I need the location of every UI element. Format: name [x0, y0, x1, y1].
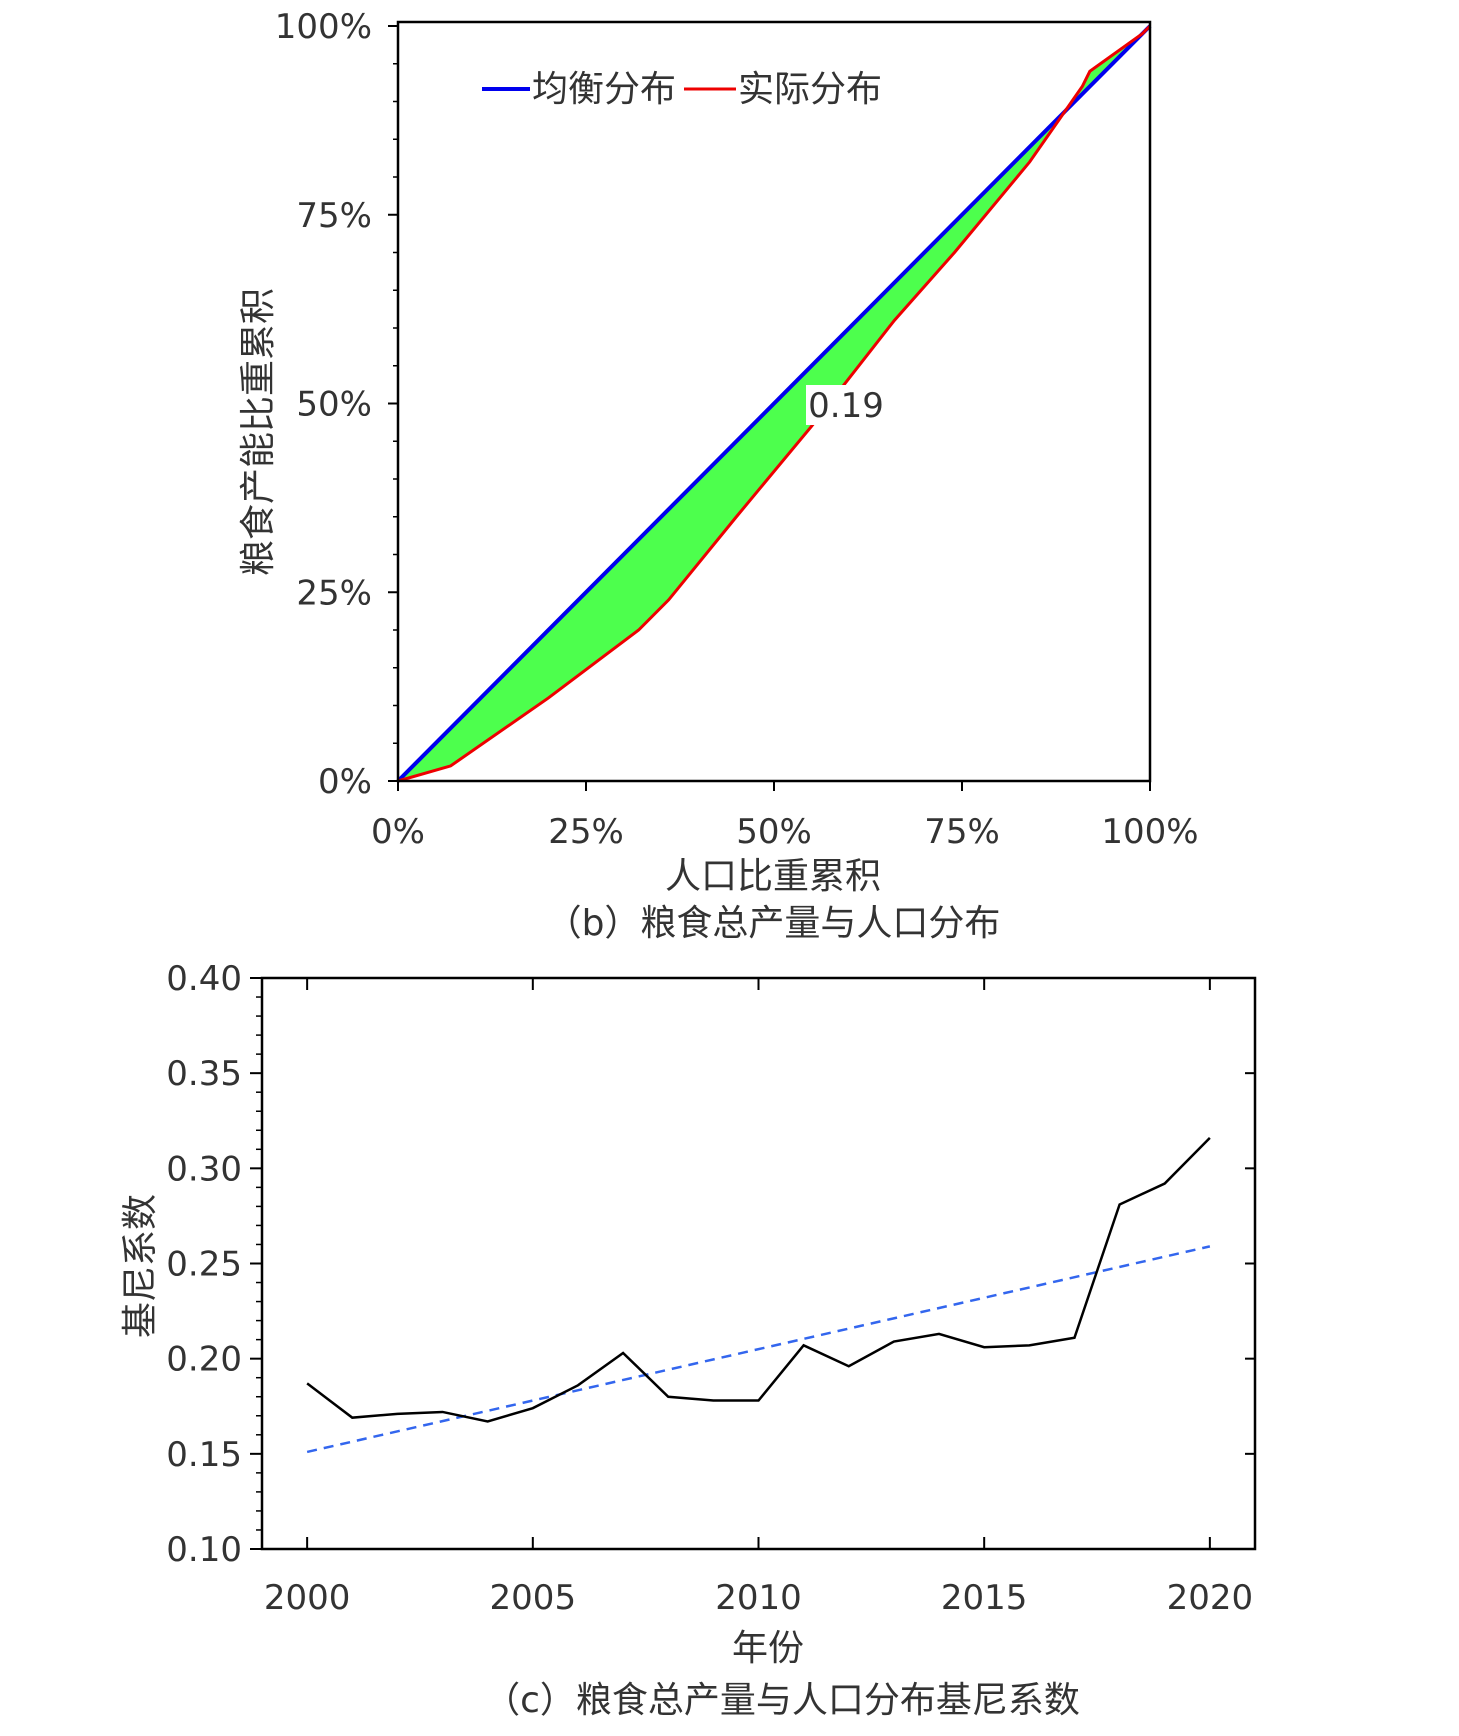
- y-tick-label-b: 75%: [296, 196, 372, 236]
- trend-line: [306, 1245, 1211, 1454]
- plot-frame-c: [260, 976, 1257, 1551]
- legend-label-actual: 实际分布: [738, 69, 882, 110]
- y-tick-label-b: 0%: [318, 762, 372, 802]
- y-axis-title-b: 粮食产能比重累积: [238, 288, 279, 576]
- x-tick-label-b: 0%: [371, 812, 425, 852]
- y-tick-label-c: 0.35: [166, 1054, 242, 1094]
- actual-distribution-line: [397, 24, 1152, 783]
- x-tick-label-c: 2010: [715, 1578, 802, 1618]
- x-axis-title-c: 年份: [732, 1628, 804, 1669]
- y-tick-label-b: 25%: [296, 573, 372, 613]
- gini-annotation: 0.19: [808, 386, 884, 426]
- annotation-bg: [806, 385, 886, 425]
- x-tick-label-b: 50%: [736, 812, 812, 852]
- y-axis-title-c: 基尼系数: [120, 1194, 161, 1338]
- x-tick-label-b: 100%: [1101, 812, 1198, 852]
- y-tick-label-c: 0.15: [166, 1435, 242, 1475]
- gini-series-line: [306, 1137, 1211, 1423]
- x-tick-label-c: 2015: [941, 1578, 1028, 1618]
- equal-distribution-line: [396, 24, 1152, 783]
- y-tick-label-c: 0.30: [166, 1149, 242, 1189]
- x-axis-title-b: 人口比重累积: [665, 856, 881, 897]
- x-tick-label-c: 2020: [1167, 1578, 1254, 1618]
- y-tick-label-c: 0.10: [166, 1530, 242, 1570]
- y-tick-label-c: 0.20: [166, 1340, 242, 1380]
- y-tick-label-b: 100%: [275, 7, 372, 47]
- legend-label-equal: 均衡分布: [532, 69, 676, 110]
- x-tick-label-c: 2000: [264, 1578, 351, 1618]
- x-tick-label-c: 2005: [490, 1578, 577, 1618]
- caption-b: （b）粮食总产量与人口分布: [546, 903, 1001, 944]
- caption-c: （c）粮食总产量与人口分布基尼系数: [484, 1680, 1080, 1721]
- y-tick-label-c: 0.40: [166, 959, 242, 999]
- x-tick-label-b: 25%: [548, 812, 624, 852]
- y-tick-label-b: 50%: [296, 385, 372, 425]
- x-tick-label-b: 75%: [924, 812, 1000, 852]
- y-tick-label-c: 0.25: [166, 1245, 242, 1285]
